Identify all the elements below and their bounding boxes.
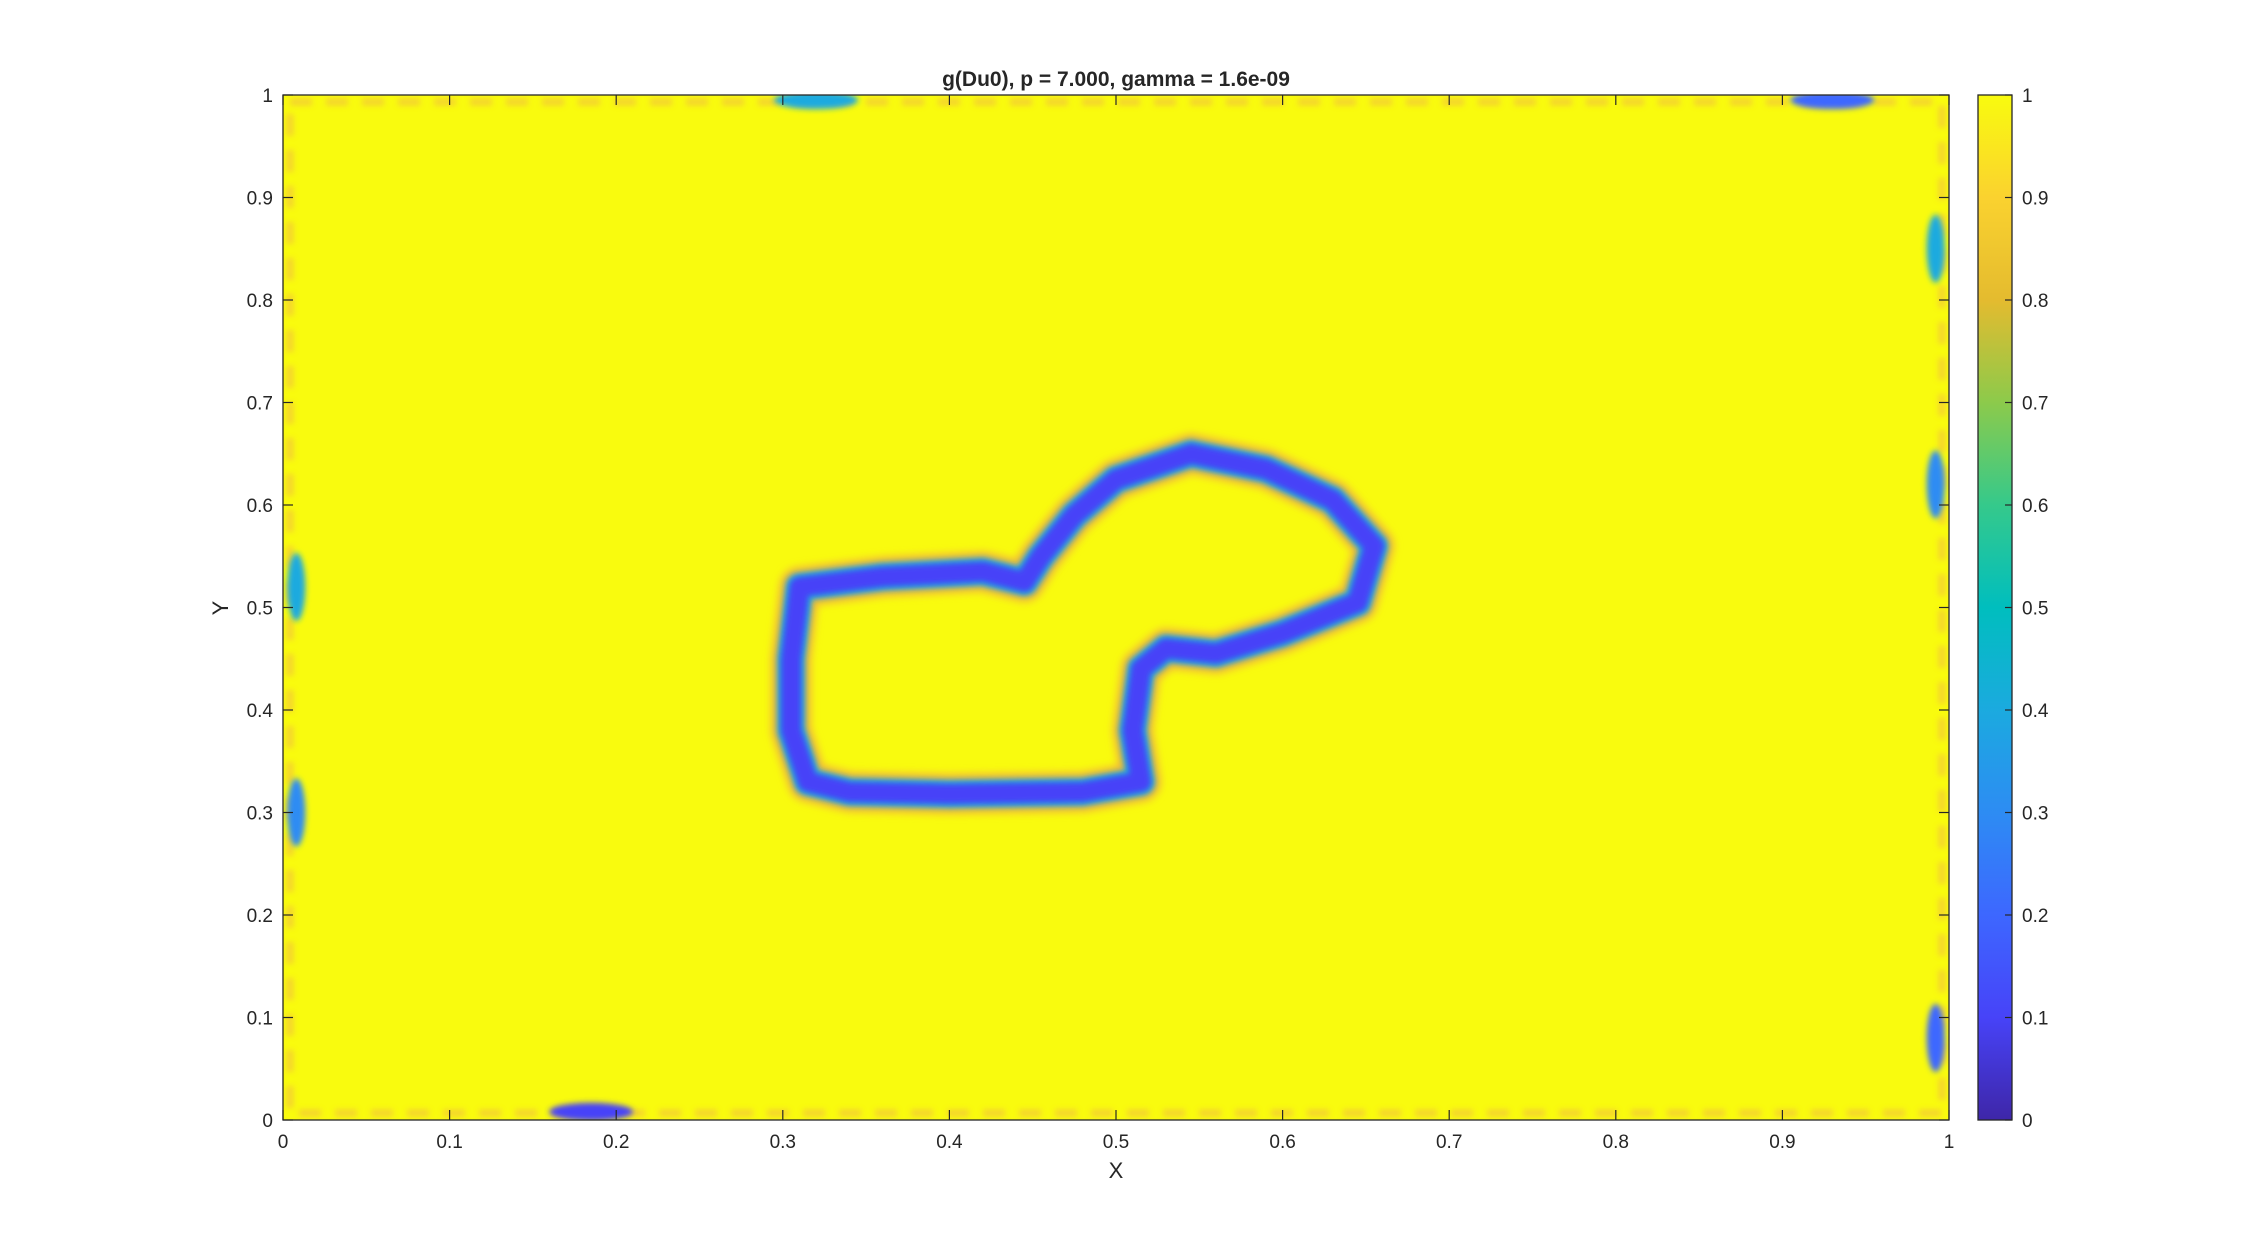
x-tick-label: 0.6 bbox=[1269, 1132, 1295, 1153]
colorbar-tick-label: 0.5 bbox=[2022, 599, 2048, 620]
x-tick-label: 0.7 bbox=[1436, 1132, 1462, 1153]
colorbar-tick-label: 0.7 bbox=[2022, 394, 2048, 415]
x-tick-label: 0.4 bbox=[936, 1132, 963, 1153]
x-tick-label: 0.8 bbox=[1603, 1132, 1629, 1153]
x-tick-label: 0.1 bbox=[436, 1132, 462, 1153]
x-axis: 0 0.1 0.2 0.3 0.4 0.5 0.6 0.7 0.8 0.9 1 bbox=[278, 95, 1955, 1153]
edge-artifact bbox=[549, 1102, 634, 1120]
edge-artifacts bbox=[287, 95, 1945, 1120]
chart-title: g(Du0), p = 7.000, gamma = 1.6e-09 bbox=[942, 68, 1290, 91]
x-tick-label: 1 bbox=[1944, 1132, 1955, 1153]
x-tick-label: 0.5 bbox=[1103, 1132, 1129, 1153]
colorbar-tick-label: 0.2 bbox=[2022, 906, 2048, 927]
colorbar-tick-label: 0.3 bbox=[2022, 804, 2048, 825]
y-tick-label: 1 bbox=[262, 86, 273, 107]
edge-artifact bbox=[1926, 450, 1945, 519]
y-tick-label: 0.7 bbox=[247, 394, 273, 415]
y-tick-label: 0.5 bbox=[247, 599, 273, 620]
edge-artifact bbox=[287, 553, 306, 621]
y-tick-label: 0.1 bbox=[247, 1009, 273, 1030]
y-tick-label: 0.9 bbox=[247, 189, 273, 210]
x-tick-label: 0.2 bbox=[603, 1132, 629, 1153]
x-tick-label: 0.9 bbox=[1769, 1132, 1795, 1153]
colorbar-tick-label: 0.1 bbox=[2022, 1009, 2048, 1030]
y-axis: 0 0.1 0.2 0.3 0.4 0.5 0.6 0.7 0.8 0.9 1 bbox=[247, 86, 1949, 1132]
x-axis-label: X bbox=[1109, 1158, 1124, 1183]
colorbar-tick-label: 1 bbox=[2022, 86, 2033, 107]
y-tick-label: 0 bbox=[262, 1111, 273, 1132]
y-tick-label: 0.4 bbox=[247, 701, 274, 722]
x-tick-label: 0 bbox=[278, 1132, 289, 1153]
y-tick-label: 0.8 bbox=[247, 291, 273, 312]
edge-artifact bbox=[287, 778, 306, 847]
colorbar-tick-label: 0 bbox=[2022, 1111, 2033, 1132]
y-tick-label: 0.6 bbox=[247, 496, 273, 517]
colorbar-tick-label: 0.9 bbox=[2022, 189, 2048, 210]
x-tick-label: 0.3 bbox=[770, 1132, 796, 1153]
colorbar-tick-label: 0.6 bbox=[2022, 496, 2048, 517]
edge-artifact bbox=[1926, 214, 1945, 283]
colorbar-axis: 0 0.1 0.2 0.3 0.4 0.5 0.6 0.7 0.8 0.9 1 bbox=[2005, 86, 2049, 1132]
edge-artifact bbox=[1926, 1004, 1945, 1072]
plot-area bbox=[283, 95, 1949, 1120]
colorbar-tick-label: 0.4 bbox=[2022, 701, 2049, 722]
edge-artifact bbox=[1790, 95, 1875, 110]
edge-artifact bbox=[774, 95, 859, 110]
y-axis-label: Y bbox=[208, 600, 233, 615]
y-tick-label: 0.2 bbox=[247, 906, 273, 927]
contour-band-core bbox=[781, 443, 1385, 804]
y-tick-label: 0.3 bbox=[247, 804, 273, 825]
colorbar-tick-label: 0.8 bbox=[2022, 291, 2048, 312]
